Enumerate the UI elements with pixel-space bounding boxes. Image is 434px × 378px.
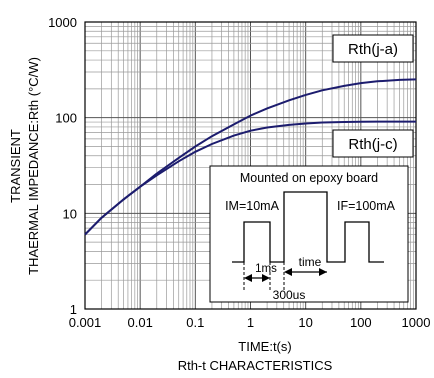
x-tick-label: 1 xyxy=(247,315,254,330)
inset-t1-label: 1ms xyxy=(255,263,277,275)
y-tick-label: 1 xyxy=(70,302,77,317)
pulse-inset: Mounted on epoxy board IM=10mA IF=100mA … xyxy=(209,165,409,303)
inset-if-label: IF=100mA xyxy=(337,199,396,213)
tick-layer: 0.001 0.01 0.1 1 10 100 1000 1 10 100 1000 xyxy=(48,15,430,330)
legend-rth-jc-label: Rth(j-c) xyxy=(348,136,397,153)
y-tick-label: 1000 xyxy=(48,15,77,30)
x-axis-label: TIME:t(s) xyxy=(238,339,291,354)
plot-area-frame xyxy=(84,21,417,310)
inset-t2-label: 300us xyxy=(273,288,306,302)
series-layer xyxy=(84,78,417,236)
t1-arrow-head-left xyxy=(244,274,252,282)
x-tick-label: 10 xyxy=(298,315,312,330)
time-arrow-head-left xyxy=(284,268,292,276)
y-axis-label-line1: TRANSIENT xyxy=(8,129,23,203)
y-tick-label: 10 xyxy=(63,206,77,221)
y-tick-label: 100 xyxy=(55,111,77,126)
x-tick-label: 1000 xyxy=(402,315,431,330)
x-tick-label: 0.1 xyxy=(186,315,204,330)
legend-rth-jc: Rth(j-c) xyxy=(332,129,414,158)
series-line-rth-jc xyxy=(84,120,416,236)
x-tick-label: 100 xyxy=(350,315,372,330)
inset-time-label: time xyxy=(299,255,322,269)
chart-caption: Rth-t CHARACTERISTICS xyxy=(178,358,333,373)
x-tick-label: 0.01 xyxy=(128,315,153,330)
pulse-waveform xyxy=(232,191,384,263)
legend-rth-ja: Rth(j-a) xyxy=(332,34,414,63)
legend-rth-ja-label: Rth(j-a) xyxy=(348,41,398,58)
inset-im-label: IM=10mA xyxy=(225,199,280,213)
time-arrow-head-right xyxy=(319,268,327,276)
inset-title: Mounted on epoxy board xyxy=(240,171,378,185)
inset-frame xyxy=(209,165,409,303)
t1-arrow-head-right xyxy=(262,274,270,282)
y-axis-label-line2: THAERMAL IMPEDANCE:Rth (°C/W) xyxy=(26,57,41,275)
x-tick-label: 0.001 xyxy=(69,315,102,330)
